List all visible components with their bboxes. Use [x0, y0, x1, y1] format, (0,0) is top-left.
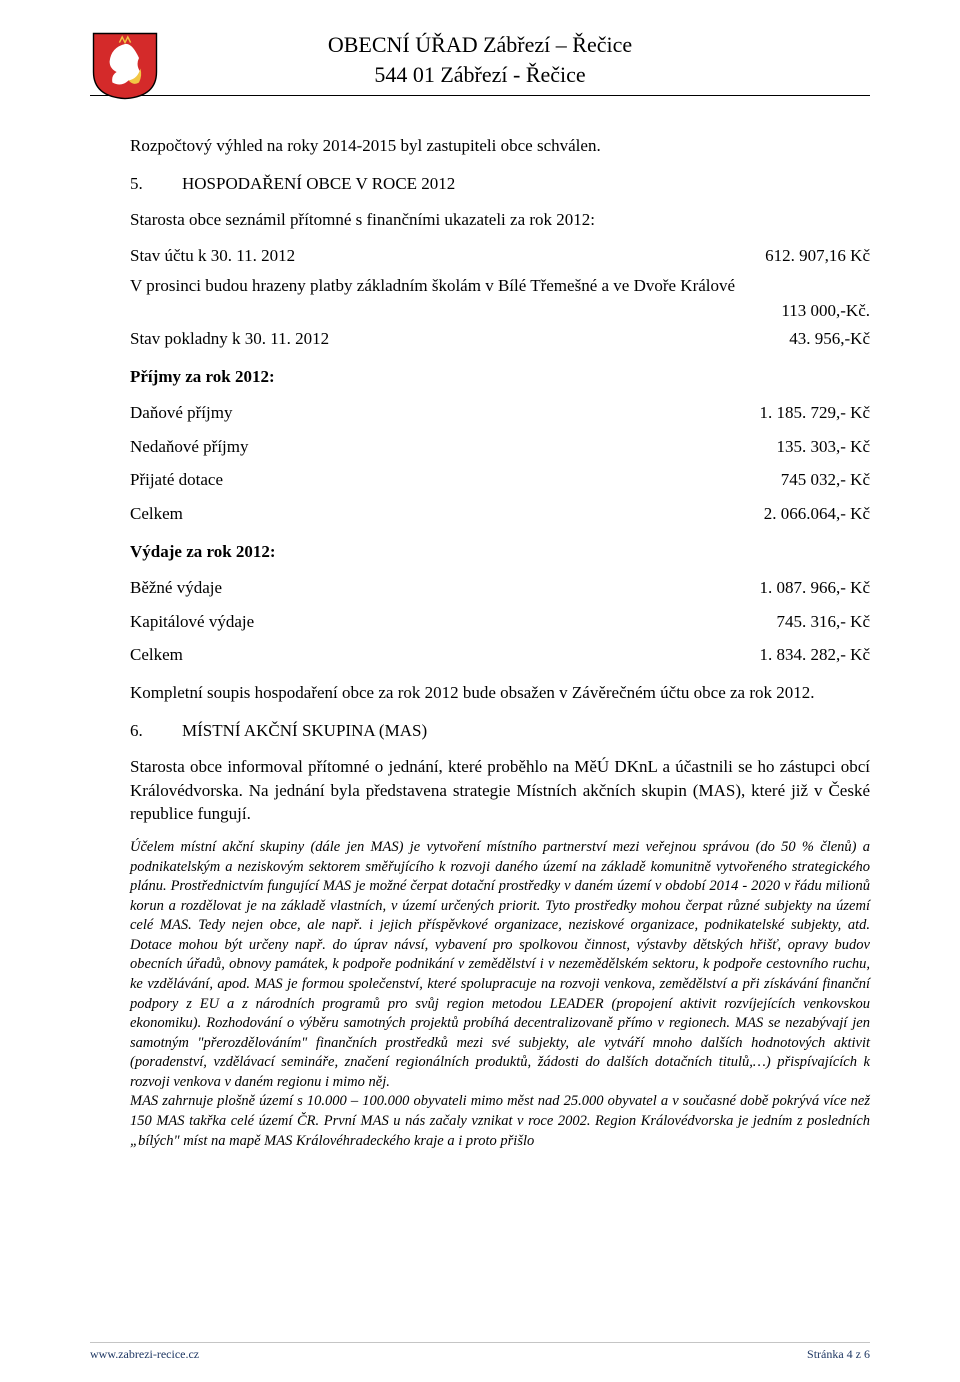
stav-pokladny-row: Stav pokladny k 30. 11. 2012 43. 956,-Kč [130, 327, 870, 351]
section-5-title: HOSPODAŘENÍ OBCE V ROCE 2012 [182, 172, 455, 196]
header-line1: OBECNÍ ÚŘAD Zábřezí – Řečice [90, 30, 870, 60]
vydaje-label: Kapitálové výdaje [130, 610, 777, 634]
stav-uctu-row: Stav účtu k 30. 11. 2012 612. 907,16 Kč [130, 244, 870, 268]
section-6-intro: Starosta obce informoval přítomné o jedn… [130, 755, 870, 826]
vydaje-heading: Výdaje za rok 2012: [130, 540, 870, 564]
table-row: Přijaté dotace 745 032,- Kč [130, 468, 870, 492]
section-5-number: 5. [130, 172, 182, 196]
page-footer: www.zabrezi-recice.cz Stránka 4 z 6 [90, 1342, 870, 1362]
prijmy-heading: Příjmy za rok 2012: [130, 365, 870, 389]
prijmy-value: 2. 066.064,- Kč [764, 502, 870, 526]
header-rule [90, 95, 870, 96]
section-6-title: MÍSTNÍ AKČNÍ SKUPINA (MAS) [182, 719, 427, 743]
stav-uctu-value: 612. 907,16 Kč [765, 244, 870, 268]
prijmy-label: Nedaňové příjmy [130, 435, 777, 459]
prosinec-note-a: V prosinci budou hrazeny platby základní… [130, 274, 870, 298]
prosinec-note: V prosinci budou hrazeny platby základní… [130, 274, 870, 324]
table-row: Celkem 2. 066.064,- Kč [130, 502, 870, 526]
table-row: Nedaňové příjmy 135. 303,- Kč [130, 435, 870, 459]
section-6-small-text: Účelem místní akční skupiny (dále jen MA… [130, 838, 870, 1151]
prijmy-value: 1. 185. 729,- Kč [760, 401, 870, 425]
vydaje-value: 745. 316,- Kč [777, 610, 870, 634]
section-6-heading: 6. MÍSTNÍ AKČNÍ SKUPINA (MAS) [130, 719, 870, 743]
table-row: Běžné výdaje 1. 087. 966,- Kč [130, 576, 870, 600]
footer-url: www.zabrezi-recice.cz [90, 1347, 199, 1362]
prijmy-label: Daňové příjmy [130, 401, 760, 425]
stav-pokladny-label: Stav pokladny k 30. 11. 2012 [130, 327, 789, 351]
section-6-number: 6. [130, 719, 182, 743]
prosinec-note-b: 113 000,-Kč. [781, 299, 870, 323]
header-title: OBECNÍ ÚŘAD Zábřezí – Řečice 544 01 Zábř… [90, 30, 870, 89]
vydaje-label: Běžné výdaje [130, 576, 760, 600]
stav-pokladny-value: 43. 956,-Kč [789, 327, 870, 351]
footer-rule [90, 1342, 870, 1343]
document-header: OBECNÍ ÚŘAD Zábřezí – Řečice 544 01 Zábř… [90, 30, 870, 106]
prosinec-note-b-row: 113 000,-Kč. [130, 299, 870, 323]
footer-page-number: Stránka 4 z 6 [807, 1347, 870, 1362]
table-row: Daňové příjmy 1. 185. 729,- Kč [130, 401, 870, 425]
header-line2: 544 01 Zábřezí - Řečice [90, 60, 870, 90]
prijmy-label: Celkem [130, 502, 764, 526]
crest-icon [90, 30, 160, 100]
vydaje-label: Celkem [130, 643, 760, 667]
intro-paragraph-1: Rozpočtový výhled na roky 2014-2015 byl … [130, 134, 870, 158]
prijmy-value: 135. 303,- Kč [777, 435, 870, 459]
vydaje-value: 1. 834. 282,- Kč [760, 643, 870, 667]
table-row: Celkem 1. 834. 282,- Kč [130, 643, 870, 667]
vydaje-value: 1. 087. 966,- Kč [760, 576, 870, 600]
table-row: Kapitálové výdaje 745. 316,- Kč [130, 610, 870, 634]
intro-paragraph-2: Starosta obce seznámil přítomné s finanč… [130, 208, 870, 232]
prijmy-label: Přijaté dotace [130, 468, 781, 492]
section-5-heading: 5. HOSPODAŘENÍ OBCE V ROCE 2012 [130, 172, 870, 196]
stav-uctu-label: Stav účtu k 30. 11. 2012 [130, 244, 765, 268]
prijmy-value: 745 032,- Kč [781, 468, 870, 492]
soupis-note: Kompletní soupis hospodaření obce za rok… [130, 681, 870, 705]
document-body: Rozpočtový výhled na roky 2014-2015 byl … [90, 134, 870, 1151]
page: OBECNÍ ÚŘAD Zábřezí – Řečice 544 01 Zábř… [0, 0, 960, 1382]
